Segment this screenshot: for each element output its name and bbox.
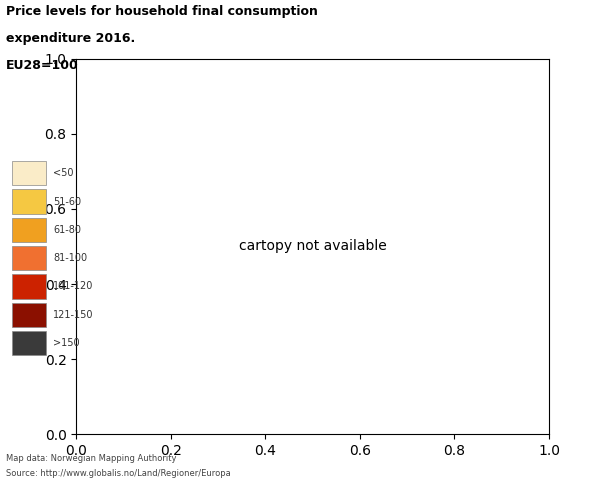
Text: expenditure 2016.: expenditure 2016. [6, 32, 135, 45]
Text: <50: <50 [53, 168, 74, 178]
Text: Map data: Norwegian Mapping Authority: Map data: Norwegian Mapping Authority [6, 454, 177, 463]
Text: 51-60: 51-60 [53, 197, 81, 206]
Text: 81-100: 81-100 [53, 253, 87, 263]
Text: 121-150: 121-150 [53, 310, 93, 320]
Text: cartopy not available: cartopy not available [239, 240, 387, 253]
Text: 101-120: 101-120 [53, 282, 93, 291]
Text: Source: http://www.globalis.no/Land/Regioner/Europa: Source: http://www.globalis.no/Land/Regi… [6, 469, 231, 478]
Text: EU28=100: EU28=100 [6, 59, 79, 72]
Text: Price levels for household final consumption: Price levels for household final consump… [6, 5, 318, 18]
Text: >150: >150 [53, 338, 80, 348]
Text: 61-80: 61-80 [53, 225, 81, 235]
